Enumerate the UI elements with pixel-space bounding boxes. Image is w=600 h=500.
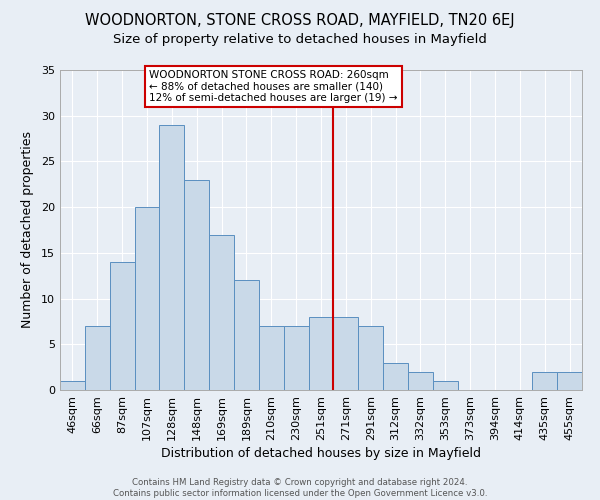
Bar [85,326,110,390]
Bar [259,326,284,390]
Bar [557,372,582,390]
Bar [383,362,408,390]
Bar [209,234,234,390]
Bar [433,381,458,390]
Bar [334,317,358,390]
Bar [184,180,209,390]
Bar [408,372,433,390]
Bar [110,262,134,390]
Text: Size of property relative to detached houses in Mayfield: Size of property relative to detached ho… [113,32,487,46]
Bar [234,280,259,390]
Text: WOODNORTON STONE CROSS ROAD: 260sqm
← 88% of detached houses are smaller (140)
1: WOODNORTON STONE CROSS ROAD: 260sqm ← 88… [149,70,398,103]
Bar [358,326,383,390]
Bar [284,326,308,390]
Bar [308,317,334,390]
Text: WOODNORTON, STONE CROSS ROAD, MAYFIELD, TN20 6EJ: WOODNORTON, STONE CROSS ROAD, MAYFIELD, … [85,12,515,28]
X-axis label: Distribution of detached houses by size in Mayfield: Distribution of detached houses by size … [161,447,481,460]
Bar [134,207,160,390]
Bar [532,372,557,390]
Bar [60,381,85,390]
Y-axis label: Number of detached properties: Number of detached properties [21,132,34,328]
Text: Contains HM Land Registry data © Crown copyright and database right 2024.
Contai: Contains HM Land Registry data © Crown c… [113,478,487,498]
Bar [160,125,184,390]
